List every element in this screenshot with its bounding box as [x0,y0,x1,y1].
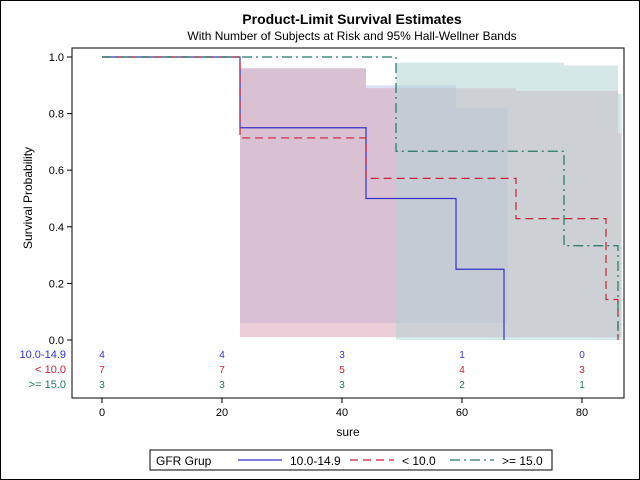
legend: GFR Grup 10.0-14.9 < 10.0 >= 15.0 [149,449,553,471]
at-risk-count-2-3: 2 [459,380,465,391]
at-risk-group-label-2: >= 15.0 [29,379,66,391]
chart-title: Product-Limit Survival Estimates [242,11,462,27]
at-risk-table: 10.0-14.9 4 4 3 1 0 < 10.0 7 7 5 4 3 >= 15.0 3 3 3 2 1 [20,349,586,391]
legend-title: GFR Grup [156,454,212,468]
at-risk-count-2-4: 1 [579,380,585,391]
at-risk-count-0-2: 3 [339,350,345,361]
at-risk-count-2-1: 3 [219,380,225,391]
y-tick-label-1: 0.2 [49,278,64,290]
at-risk-count-0-3: 1 [459,350,465,361]
legend-entry-1: < 10.0 [402,454,436,468]
y-axis-label: Survival Probability [21,147,35,249]
band-segment-2-1 [564,65,618,341]
band-segment-2-0 [396,62,564,340]
x-tick-label-3: 60 [456,407,468,419]
series-line-1 [102,56,619,340]
x-axis: 0 20 40 60 80 [99,398,588,419]
y-tick-label-0: 0.0 [49,335,64,347]
at-risk-count-0-1: 4 [219,350,225,361]
y-axis: 0.0 0.2 0.4 0.6 0.8 1.0 [49,52,72,347]
y-tick-label-4: 0.8 [49,109,64,121]
at-risk-count-1-1: 7 [219,365,225,376]
at-risk-count-1-2: 5 [339,365,345,376]
chart-subtitle: With Number of Subjects at Risk and 95% … [187,29,516,43]
y-tick-label-5: 1.0 [49,52,64,64]
y-tick-label-3: 0.6 [49,165,64,177]
at-risk-count-0-0: 4 [99,350,105,361]
plot-frame [71,47,625,399]
x-tick-label-1: 20 [216,407,228,419]
y-tick-label-2: 0.4 [49,222,64,234]
x-tick-label-2: 40 [336,407,348,419]
survival-curves [102,56,619,340]
series-line-2 [102,56,619,340]
at-risk-count-2-2: 3 [339,380,345,391]
at-risk-count-1-4: 3 [579,365,585,376]
x-tick-label-0: 0 [99,407,105,419]
at-risk-count-1-0: 7 [99,365,105,376]
legend-entry-2: >= 15.0 [502,454,543,468]
at-risk-count-1-3: 4 [459,365,465,376]
band-segment-1-0 [240,68,366,338]
confidence-bands [240,62,622,341]
x-axis-label: sure [336,425,360,439]
at-risk-group-label-0: 10.0-14.9 [20,349,66,361]
legend-entry-0: 10.0-14.9 [290,454,341,468]
x-tick-label-4: 80 [576,407,588,419]
at-risk-group-label-1: < 10.0 [35,364,66,376]
at-risk-count-0-4: 0 [579,350,585,361]
band-segment-2-2 [618,93,622,340]
at-risk-count-2-0: 3 [99,380,105,391]
